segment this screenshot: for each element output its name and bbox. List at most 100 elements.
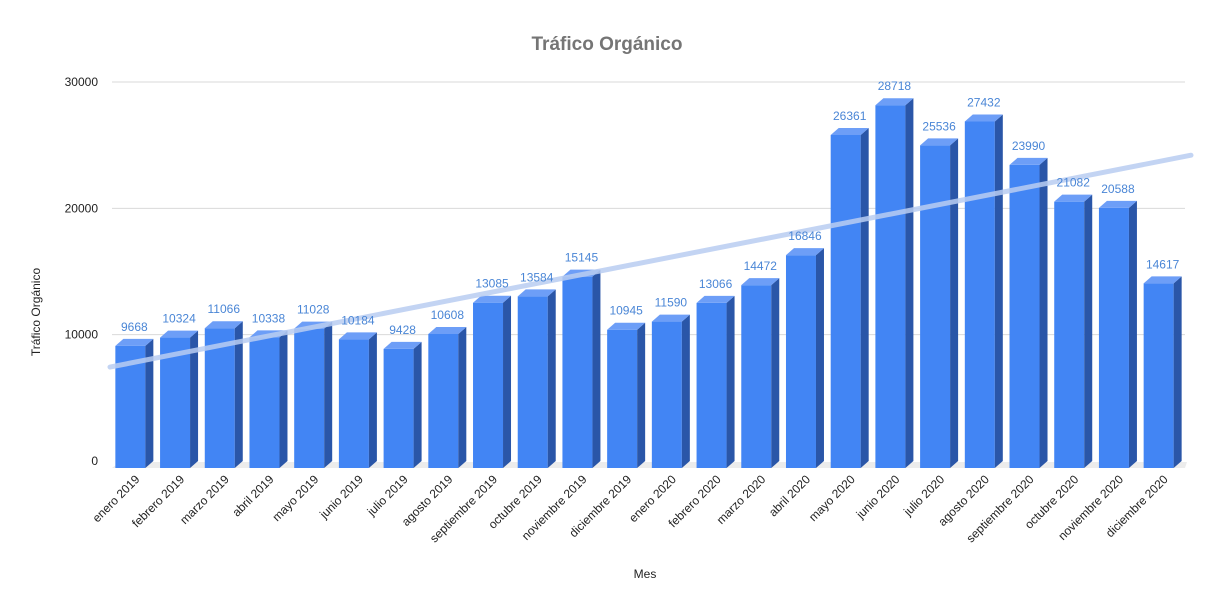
y-tick-label: 10000: [65, 328, 99, 342]
bar-side: [1039, 157, 1048, 468]
bar-front: [294, 328, 325, 468]
bar-side: [503, 295, 512, 468]
x-tick-label: julio 2020: [900, 472, 947, 519]
data-label: 10945: [609, 304, 643, 318]
x-tick-label: marzo 2020: [714, 472, 769, 527]
bar-top: [160, 330, 199, 338]
chart-title: Tráfico Orgánico: [532, 34, 683, 55]
bar-side: [1128, 200, 1137, 468]
bar-front: [1098, 207, 1129, 468]
data-label: 21082: [1057, 176, 1091, 190]
bar-side: [324, 321, 333, 468]
data-label: 10324: [162, 312, 196, 326]
x-tick-label: abril 2019: [229, 472, 276, 519]
bar-top: [651, 314, 690, 322]
bar-top: [875, 98, 914, 106]
bar: [160, 330, 199, 468]
bar-side: [637, 322, 646, 468]
bar-top: [964, 114, 1003, 122]
bar-front: [517, 296, 548, 468]
data-label: 14472: [744, 259, 778, 273]
bar-side: [279, 330, 288, 468]
data-label: 23990: [1012, 139, 1046, 153]
bar-side: [368, 332, 377, 468]
bar-front: [964, 121, 995, 469]
bar: [1098, 200, 1137, 468]
data-label: 27432: [967, 95, 1001, 109]
bar-front: [1143, 283, 1174, 468]
data-label: 20588: [1101, 182, 1135, 196]
bar: [875, 98, 914, 469]
bar-side: [234, 321, 243, 468]
x-tick-label: junio 2019: [316, 472, 366, 522]
x-tick-label: marzo 2019: [177, 472, 232, 527]
bar-top: [338, 332, 377, 340]
bar-side: [458, 326, 467, 468]
bar-top: [1098, 200, 1137, 208]
bar-front: [741, 285, 772, 468]
bar: [696, 295, 735, 468]
data-labels: 9668 10324 11066 10338 11028 10184 9428 10608 13…: [121, 79, 1180, 337]
bar: [294, 321, 333, 468]
bar: [741, 278, 780, 468]
data-label: 10338: [252, 311, 286, 325]
x-tick-label: mayo 2020: [806, 472, 858, 524]
bar-top: [517, 289, 556, 297]
bar-side: [905, 98, 914, 469]
bar-front: [249, 337, 280, 468]
floor-plane: [112, 462, 1187, 468]
bar-top: [383, 341, 422, 349]
bar-side: [190, 330, 199, 468]
bar-side: [592, 269, 601, 468]
bar-top: [920, 138, 959, 146]
bar-side: [413, 341, 422, 468]
x-tick-label: junio 2020: [853, 472, 903, 522]
data-label: 13085: [475, 277, 509, 291]
bar-front: [160, 337, 191, 468]
bar: [428, 326, 467, 468]
data-label: 15145: [565, 251, 599, 265]
bar-top: [607, 322, 646, 330]
bar-side: [1084, 194, 1093, 468]
bar-top: [204, 321, 243, 329]
bar-front: [383, 348, 414, 468]
bar-front: [204, 328, 235, 468]
bar-top: [1054, 194, 1093, 202]
bar-side: [994, 114, 1003, 469]
y-tick-label: 20000: [65, 201, 99, 215]
bars: [115, 98, 1182, 469]
bar-side: [547, 289, 556, 468]
bar-front: [428, 333, 459, 468]
bar-top: [696, 295, 735, 303]
y-tick-label: 0: [91, 454, 98, 468]
x-tick-label: mayo 2019: [269, 472, 321, 524]
data-label: 10184: [341, 313, 375, 327]
bar-front: [473, 302, 504, 468]
bar-side: [860, 127, 869, 468]
chart-floor: [112, 462, 1187, 468]
trendline: [107, 152, 1194, 370]
bar-top: [741, 278, 780, 286]
bar: [607, 322, 646, 468]
bar-front: [651, 321, 682, 468]
bar: [204, 321, 243, 468]
bar-front: [920, 145, 951, 468]
bar: [338, 332, 377, 468]
bar-top: [1009, 157, 1048, 165]
bar-front: [338, 339, 369, 468]
bar-front: [875, 105, 906, 469]
bar: [920, 138, 959, 468]
trendline-layer: [107, 152, 1194, 370]
bar-top: [785, 248, 824, 256]
data-label: 13066: [699, 277, 733, 291]
y-tick-label: 30000: [65, 75, 99, 89]
bar-front: [562, 276, 593, 468]
bar-front: [1054, 201, 1085, 468]
data-label: 11590: [655, 296, 688, 310]
data-label: 13584: [520, 270, 554, 284]
gridlines: [112, 81, 1185, 336]
bar-top: [115, 338, 154, 346]
y-axis-ticks: 0 10000 20000 30000: [65, 75, 99, 468]
